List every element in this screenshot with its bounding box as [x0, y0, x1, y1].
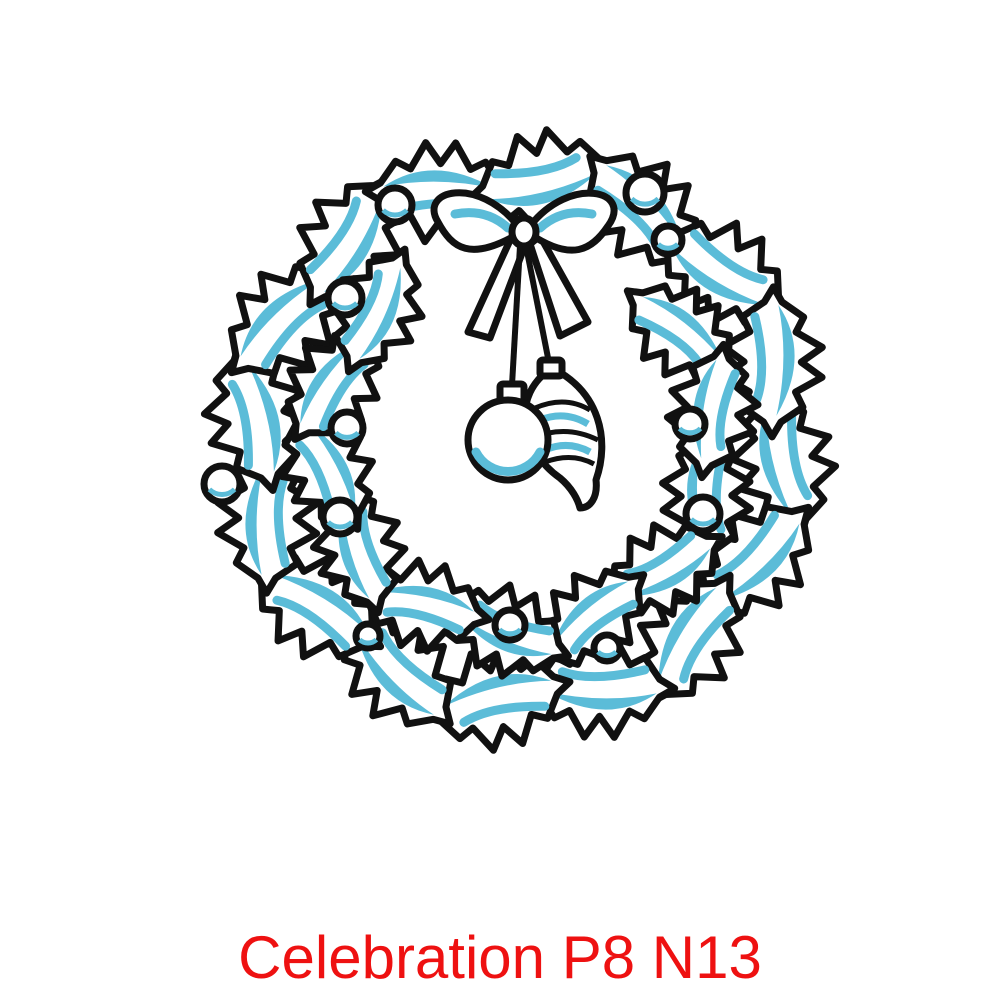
holly-berry — [622, 170, 668, 216]
holly-leaf — [623, 282, 738, 382]
holly-berry — [491, 606, 529, 644]
holly-berries — [200, 170, 724, 665]
caption: Celebration P8 N13 — [238, 924, 762, 991]
holly-berry — [682, 493, 724, 535]
holly-berry — [319, 496, 361, 538]
holly-berry — [324, 277, 366, 319]
holly-berry — [327, 408, 367, 448]
holly-berry — [671, 405, 709, 443]
holly-berry — [650, 222, 686, 258]
wreath-icon — [200, 126, 840, 754]
holly-berry — [200, 462, 244, 506]
holly-leaf — [200, 340, 312, 494]
holly-berry — [374, 184, 416, 226]
holly-berry — [352, 620, 384, 652]
bow-icon — [430, 189, 618, 342]
holly-leaf — [536, 567, 648, 668]
holly-berry — [590, 631, 624, 665]
bauble-ornament — [464, 380, 552, 484]
ornaments — [464, 245, 606, 512]
